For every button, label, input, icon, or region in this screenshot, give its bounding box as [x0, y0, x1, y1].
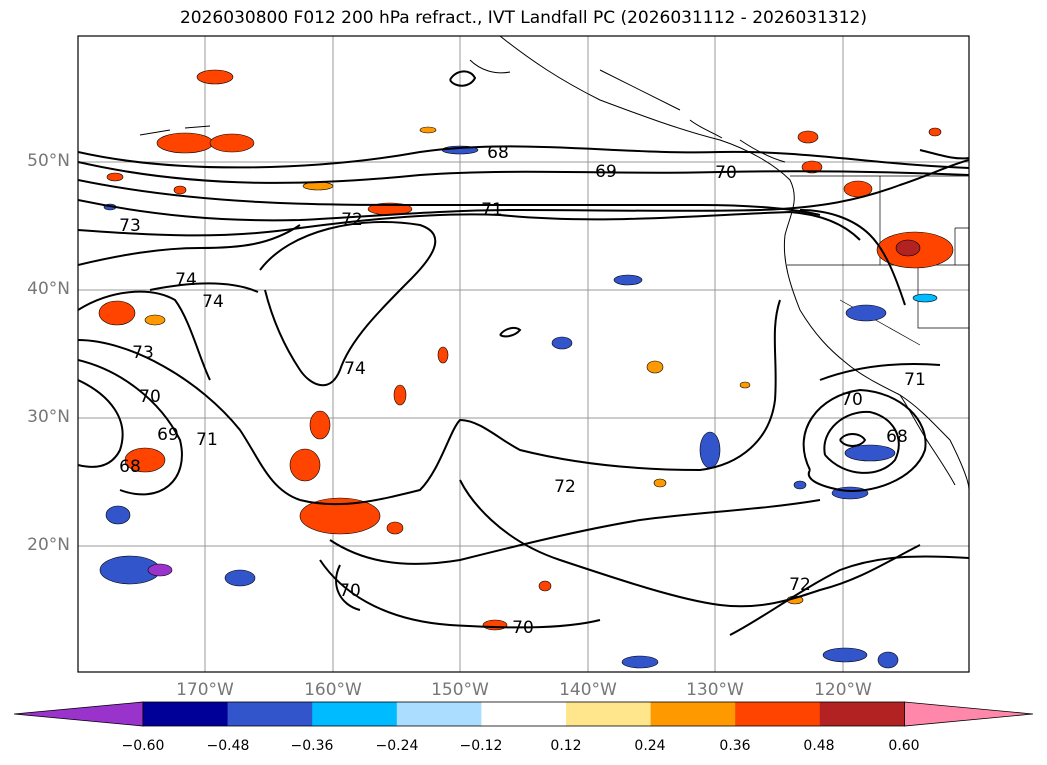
lon-label: 170°W	[176, 680, 234, 700]
contour-label: 70	[139, 387, 161, 407]
lat-label: 50°N	[27, 151, 70, 171]
lat-label: 20°N	[27, 535, 70, 555]
colorbar-block	[735, 702, 821, 726]
colorbar-tick: −0.60	[121, 738, 165, 754]
contour-label: 70	[841, 390, 863, 410]
colorbar-tick: −0.24	[375, 738, 419, 754]
map-title: 2026030800 F012 200 hPa refract., IVT La…	[179, 8, 867, 28]
colorbar-extend-high	[904, 701, 1034, 727]
colorbar-block	[227, 702, 313, 726]
contour-label: 74	[344, 359, 366, 379]
contour-label: 71	[904, 370, 926, 390]
lon-label: 150°W	[431, 680, 489, 700]
contour-label: 72	[554, 477, 576, 497]
contour-label: 68	[487, 143, 509, 163]
colorbar-extend-low	[13, 701, 144, 727]
lat-label: 30°N	[27, 407, 70, 427]
contour-label: 73	[119, 216, 141, 236]
colorbar-block	[650, 702, 736, 726]
colorbar-tick: −0.12	[459, 738, 503, 754]
contour-label: 69	[595, 162, 617, 182]
colorbar-block	[143, 702, 229, 726]
colorbar-tick: 0.36	[719, 738, 751, 754]
colorbar-block	[819, 702, 905, 726]
colorbar-block	[566, 702, 652, 726]
colorbar-tick: −0.36	[290, 738, 334, 754]
lon-label: 140°W	[559, 680, 617, 700]
colorbar-block	[312, 702, 398, 726]
lon-label: 160°W	[304, 680, 362, 700]
colorbar	[13, 701, 1034, 727]
contour-label: 71	[481, 200, 503, 220]
lon-label: 120°W	[814, 680, 872, 700]
state-borders	[787, 176, 969, 346]
contour-label: 71	[196, 430, 218, 450]
colorbar-tick: 0.60	[888, 738, 920, 754]
contour-label: 72	[341, 210, 363, 230]
ivt-patches	[98, 69, 954, 669]
coastline-north-america	[499, 36, 969, 491]
colorbar-tick: 0.12	[550, 738, 582, 754]
plot-border	[77, 35, 970, 673]
contour-label: 68	[119, 457, 141, 477]
colorbar-block	[396, 702, 482, 726]
lat-label: 40°N	[27, 279, 70, 299]
contour-label: 73	[132, 343, 154, 363]
colorbar-frame	[142, 701, 905, 727]
contour-label: 68	[886, 427, 908, 447]
coastline-west-small	[139, 125, 211, 136]
refractivity-contours	[78, 70, 969, 636]
contour-label: 70	[715, 163, 737, 183]
contour-label: 69	[157, 425, 179, 445]
coastline-alaska-panhandle	[469, 59, 786, 163]
colorbar-block	[481, 702, 567, 726]
gridlines	[78, 36, 969, 672]
lon-label: 130°W	[686, 680, 744, 700]
colorbar-tick: 0.24	[634, 738, 666, 754]
contour-label: 70	[339, 581, 361, 601]
colorbar-tick: −0.48	[206, 738, 250, 754]
contour-label: 74	[202, 292, 224, 312]
contour-label: 70	[512, 618, 534, 638]
colorbar-tick: 0.48	[803, 738, 835, 754]
contour-label: 72	[789, 575, 811, 595]
contour-label: 74	[175, 270, 197, 290]
